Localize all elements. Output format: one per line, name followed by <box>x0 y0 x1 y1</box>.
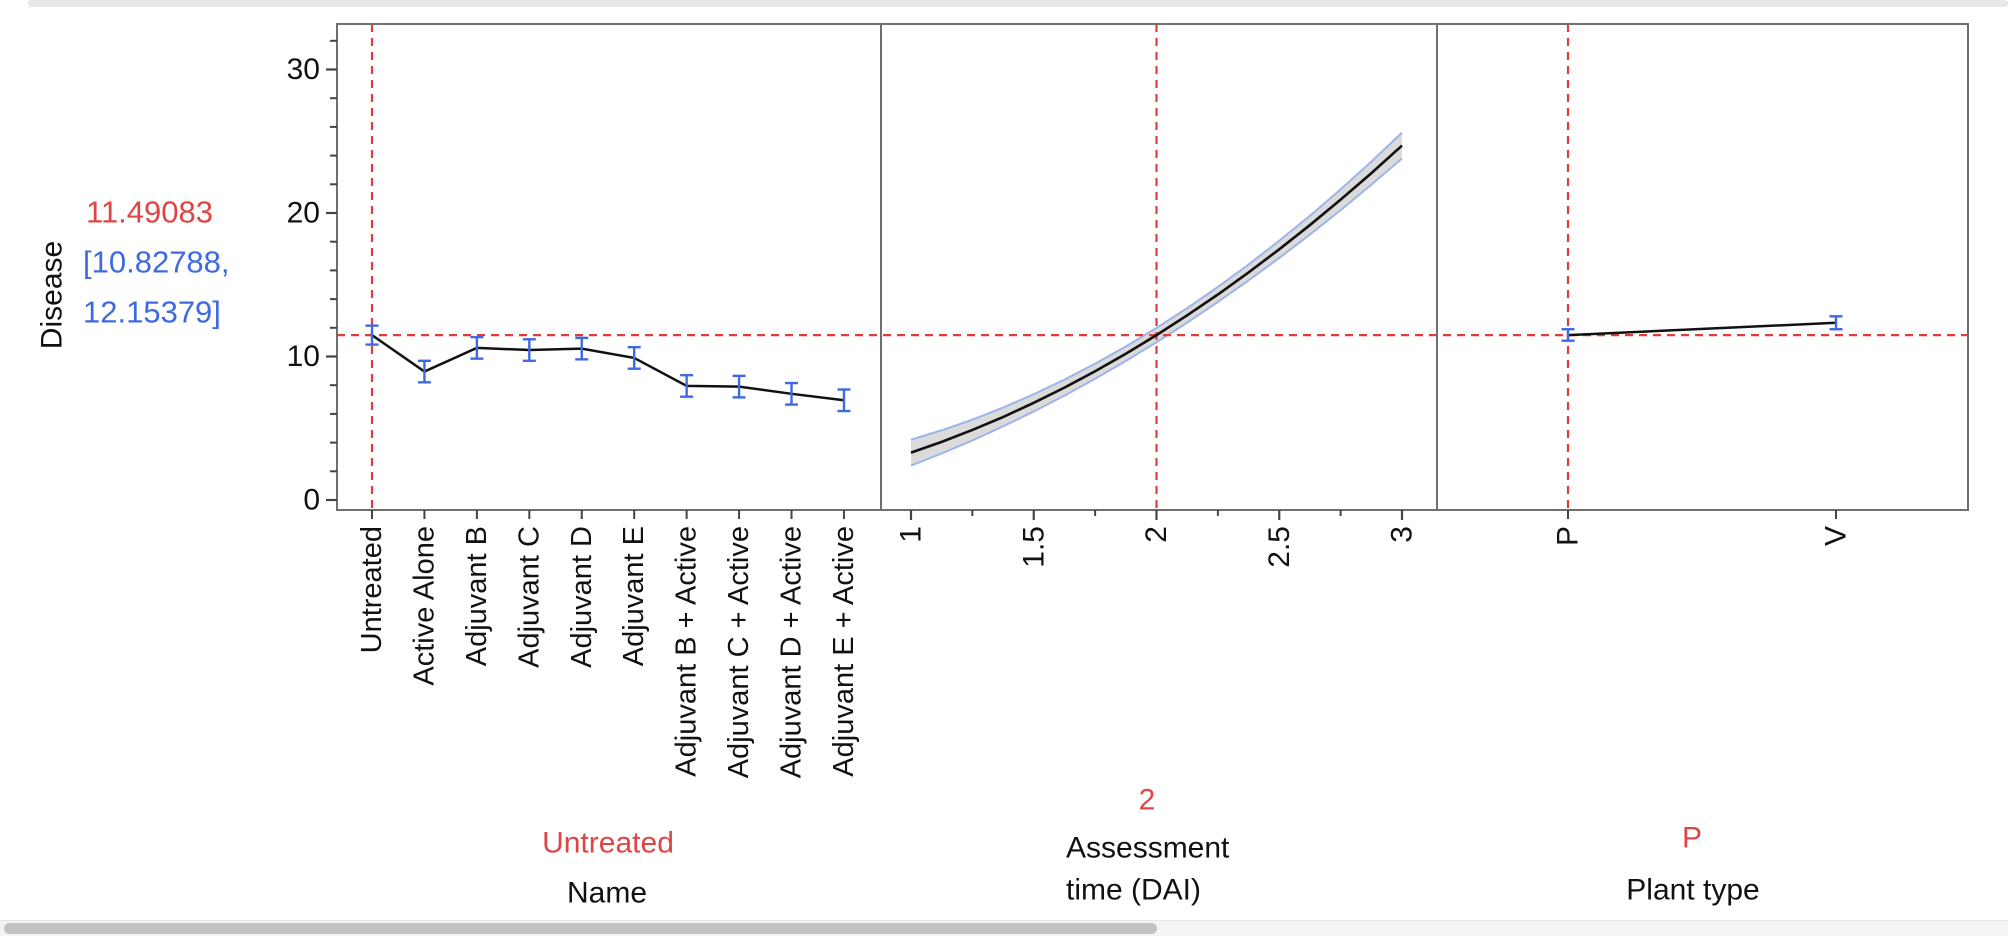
bottom-scrollbar-thumb[interactable] <box>4 923 1157 934</box>
category-label-name: Active Alone <box>408 526 440 686</box>
confidence-band <box>911 132 1402 466</box>
y-axis-tick-label: 10 <box>287 340 320 373</box>
x-axis-tick-label: 1 <box>895 526 928 543</box>
factor-time-current-value[interactable]: 2 <box>1139 784 1156 817</box>
profile-trace-time <box>910 144 1403 454</box>
panel-plant-border <box>1436 23 1969 511</box>
y-axis-tick-label: 0 <box>303 484 320 517</box>
factor-plant-label: Plant type <box>1626 874 1759 907</box>
response-axis-label: Disease <box>36 241 69 349</box>
category-label-name: Untreated <box>356 526 388 653</box>
y-axis-tick-label: 30 <box>287 53 320 86</box>
x-axis-tick-label: 1.5 <box>1017 526 1050 568</box>
predicted-ci-line2: 12.15379] <box>83 295 221 330</box>
category-label-name: Adjuvant E <box>618 526 650 666</box>
category-label-name: Adjuvant B + Active <box>671 526 703 777</box>
category-label-name: Adjuvant C + Active <box>723 526 755 778</box>
factor-name-label: Name <box>567 877 647 910</box>
factor-time-label-line1: Assessment <box>1066 832 1230 865</box>
predicted-ci-line1: [10.82788, <box>83 245 230 280</box>
panel-name-border <box>336 23 882 511</box>
factor-name-current-value[interactable]: Untreated <box>542 827 674 860</box>
x-axis-tick-label: 3 <box>1386 526 1419 543</box>
category-label-name: Adjuvant E + Active <box>828 526 860 777</box>
x-axis-tick-label: 2 <box>1140 526 1173 543</box>
x-axis-tick-label: 2.5 <box>1263 526 1296 568</box>
factor-plant-current-value[interactable]: P <box>1682 822 1702 855</box>
confidence-band-lower-edge <box>910 157 1403 467</box>
category-label-name: Adjuvant D + Active <box>776 526 808 778</box>
category-label-name: Adjuvant C <box>513 526 545 668</box>
category-label-name: Adjuvant D <box>566 526 598 668</box>
y-axis-tick-label: 20 <box>287 197 320 230</box>
category-label-name: Adjuvant B <box>461 526 493 666</box>
factor-time-label-line2: time (DAI) <box>1066 874 1201 907</box>
category-label-plant: V <box>1820 526 1853 546</box>
predicted-value: 11.49083 <box>86 195 213 230</box>
top-scrollbar-track[interactable] <box>28 0 2008 7</box>
profile-trace-plant <box>1567 321 1837 337</box>
profile-trace-name <box>371 334 845 402</box>
confidence-band-upper-edge <box>910 131 1403 441</box>
category-label-plant: P <box>1552 526 1585 546</box>
